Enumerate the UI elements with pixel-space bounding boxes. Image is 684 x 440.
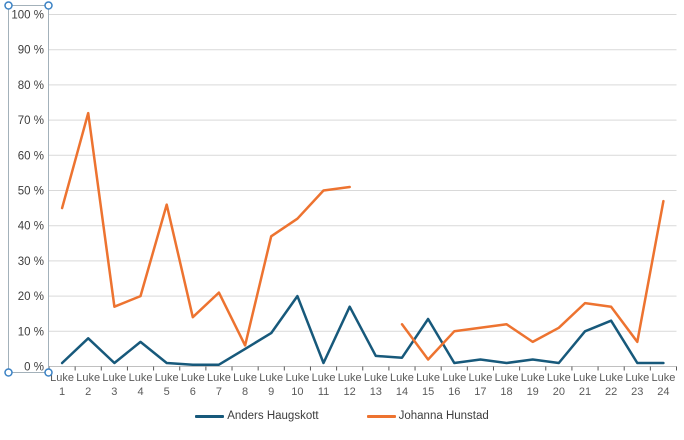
- selection-handle-bottom-left[interactable]: [4, 368, 13, 377]
- x-axis-category-label[interactable]: Luke 9: [259, 372, 283, 398]
- y-axis-tick-label[interactable]: 20 %: [18, 291, 44, 303]
- x-axis-category-label[interactable]: Luke 10: [285, 372, 309, 398]
- x-axis-category-label[interactable]: Luke 23: [625, 372, 649, 398]
- selection-handle-top-left[interactable]: [4, 1, 13, 10]
- selection-handle-bottom-right[interactable]: [44, 368, 53, 377]
- x-axis-category-label[interactable]: Luke 5: [155, 372, 179, 398]
- x-axis-ticks: [48, 366, 677, 371]
- x-axis-category-label[interactable]: Luke 7: [207, 372, 231, 398]
- x-axis-category-label[interactable]: Luke 4: [129, 372, 153, 398]
- x-axis-category-label[interactable]: Luke 16: [442, 372, 466, 398]
- y-axis-tick-label[interactable]: 10 %: [18, 326, 44, 338]
- y-axis-tick-label[interactable]: 50 %: [18, 186, 44, 198]
- gridlines: [49, 14, 677, 367]
- y-axis-tick-label[interactable]: 80 %: [18, 80, 44, 92]
- y-axis-tick-label[interactable]: 60 %: [18, 150, 44, 162]
- x-axis-category-label[interactable]: Luke 6: [181, 372, 205, 398]
- legend-item-anders-haugskott[interactable]: Anders Haugskott: [195, 410, 319, 423]
- selection-handle-top-right[interactable]: [44, 1, 53, 10]
- x-axis-category-label[interactable]: Luke 2: [76, 372, 100, 398]
- y-axis-selection-outline: [8, 5, 49, 373]
- x-axis-category-label[interactable]: Luke 18: [495, 372, 519, 398]
- x-axis-category-label[interactable]: Luke 1: [50, 372, 74, 398]
- x-axis-category-label[interactable]: Luke 12: [338, 372, 362, 398]
- x-axis-category-label[interactable]: Luke 20: [547, 372, 571, 398]
- x-axis-category-label[interactable]: Luke 19: [521, 372, 545, 398]
- y-axis-tick-label[interactable]: 40 %: [18, 221, 44, 233]
- legend-item-johanna-hunstad[interactable]: Johanna Hunstad: [366, 410, 489, 423]
- series-lines: [60, 111, 665, 366]
- legend: Anders Haugskott Johanna Hunstad: [0, 410, 684, 423]
- legend-label: Johanna Hunstad: [398, 410, 489, 422]
- x-axis-category-label[interactable]: Luke 21: [573, 372, 597, 398]
- legend-line-swatch: [195, 415, 225, 419]
- legend-label: Anders Haugskott: [227, 410, 319, 422]
- y-axis-tick-label[interactable]: 70 %: [18, 115, 44, 127]
- x-axis-category-label[interactable]: Luke 3: [102, 372, 126, 398]
- series-line-anders-haugskott[interactable]: [60, 294, 665, 366]
- x-axis-category-label[interactable]: Luke 17: [468, 372, 492, 398]
- y-axis-labels[interactable]: 0 % 10 % 20 % 30 % 40 % 50 % 60 % 70 % 80 % 90 % 1…: [11, 10, 44, 374]
- x-axis-category-label[interactable]: Luke 8: [233, 372, 257, 398]
- selection-handles: [4, 1, 53, 377]
- y-axis-tick-label[interactable]: 100 %: [11, 10, 44, 22]
- x-axis-category-label[interactable]: Luke 22: [599, 372, 623, 398]
- legend-line-swatch: [366, 415, 396, 419]
- x-axis-category-label[interactable]: Luke 24: [651, 372, 675, 398]
- y-axis-tick-label[interactable]: 90 %: [18, 45, 44, 57]
- y-axis-tick-label[interactable]: 30 %: [18, 256, 44, 268]
- y-axis-tick-label[interactable]: 0 %: [24, 362, 44, 374]
- x-axis-category-label[interactable]: Luke 11: [312, 372, 336, 398]
- x-axis-category-label[interactable]: Luke 15: [416, 372, 440, 398]
- x-axis-category-label[interactable]: Luke 14: [390, 372, 414, 398]
- x-axis-category-label[interactable]: Luke 13: [364, 372, 388, 398]
- series-line-johanna-hunstad[interactable]: [60, 111, 665, 361]
